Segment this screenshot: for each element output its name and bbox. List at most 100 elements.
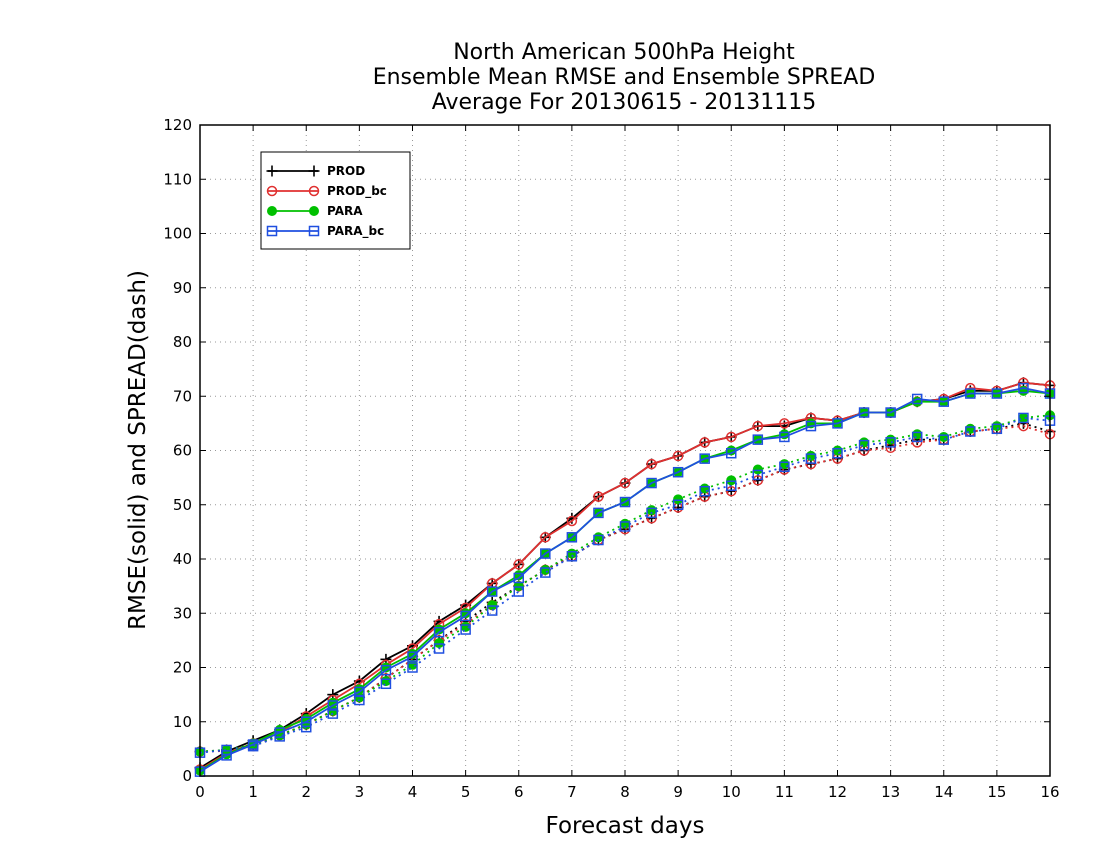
legend-label: PROD <box>327 164 365 178</box>
data-point <box>513 559 524 570</box>
data-point <box>832 418 843 429</box>
x-tick-label: 3 <box>355 783 365 801</box>
chart-title-line: Average For 20130615 - 20131115 <box>432 90 817 115</box>
y-tick-label: 110 <box>163 170 192 188</box>
data-point <box>460 624 471 635</box>
x-tick-label: 6 <box>514 783 524 801</box>
y-tick-label: 120 <box>163 116 192 134</box>
y-tick-label: 100 <box>163 225 192 243</box>
grid <box>200 125 1050 776</box>
data-point <box>885 434 896 445</box>
data-point <box>593 534 604 546</box>
data-point <box>752 434 764 445</box>
data-point <box>938 434 949 445</box>
legend-marker <box>267 206 277 216</box>
y-tick-label: 0 <box>182 767 192 785</box>
x-tick-label: 15 <box>987 783 1006 801</box>
series-para-bc-spread <box>194 412 1056 758</box>
data-point <box>1018 412 1029 424</box>
data-point <box>619 496 631 508</box>
data-point <box>513 581 524 592</box>
data-point <box>407 662 418 673</box>
legend: PROD PROD_bc PARA PARA_bc <box>260 151 411 250</box>
data-point <box>274 727 285 738</box>
data-point <box>779 461 790 473</box>
data-point <box>540 532 551 543</box>
data-point <box>566 515 578 527</box>
data-point <box>965 426 976 437</box>
x-tick-label: 12 <box>828 783 847 801</box>
data-point <box>911 393 923 405</box>
data-point <box>938 396 949 407</box>
legend-marker <box>266 185 278 197</box>
data-point <box>619 521 631 532</box>
series-prod-bc-rmse <box>194 377 1056 775</box>
data-point <box>327 700 339 711</box>
data-point <box>672 499 684 510</box>
data-point <box>965 388 976 399</box>
legend-label: PARA <box>327 204 363 218</box>
data-point <box>726 475 737 486</box>
data-point <box>540 564 551 575</box>
x-tick-label: 9 <box>673 783 683 801</box>
data-point <box>380 678 392 690</box>
data-point <box>858 439 870 451</box>
x-tick-label: 8 <box>620 783 630 801</box>
y-tick-label: 80 <box>173 333 192 351</box>
data-point <box>911 431 923 443</box>
x-tick-label: 13 <box>881 783 900 801</box>
data-point <box>699 485 710 497</box>
data-point <box>752 474 764 486</box>
data-point <box>247 739 259 750</box>
chart-title-line: Ensemble Mean RMSE and Ensemble SPREAD <box>373 65 876 90</box>
data-point <box>513 572 524 584</box>
data-point <box>672 466 684 478</box>
legend-label: PARA_bc <box>327 224 384 239</box>
data-point <box>433 626 445 638</box>
data-point <box>566 551 578 562</box>
data-point <box>991 388 1003 399</box>
data-point <box>354 694 365 706</box>
data-point <box>699 453 710 464</box>
y-tick-label: 10 <box>173 713 192 731</box>
legend-marker <box>266 165 278 177</box>
data-point <box>699 483 710 494</box>
data-point <box>486 586 498 597</box>
y-tick-label: 70 <box>173 387 192 405</box>
chart-title-line: North American 500hPa Height <box>453 40 795 65</box>
x-tick-label: 4 <box>408 783 418 801</box>
series-para-spread-line <box>199 414 1051 753</box>
data-point <box>805 420 817 432</box>
legend-marker <box>308 165 320 177</box>
y-axis-label: RMSE(solid) and SPREAD(dash) <box>125 270 151 630</box>
x-tick-label: 11 <box>775 783 794 801</box>
legend-item-para-bc: PARA_bc <box>266 224 384 239</box>
data-point <box>726 447 737 459</box>
data-point <box>301 716 312 727</box>
data-point <box>726 480 737 492</box>
data-point <box>938 431 949 442</box>
data-point <box>486 605 498 616</box>
data-point <box>885 437 896 448</box>
legend-marker <box>309 206 319 216</box>
data-point <box>752 469 764 481</box>
data-point <box>646 477 657 489</box>
legend-marker <box>308 225 320 237</box>
data-point <box>433 643 445 654</box>
data-point <box>221 750 232 761</box>
data-point <box>805 453 817 464</box>
data-point <box>726 431 737 443</box>
data-point <box>619 477 631 489</box>
data-point <box>513 586 524 597</box>
y-tick-label: 60 <box>173 442 192 460</box>
data-point <box>593 491 604 502</box>
data-point <box>832 447 843 459</box>
legend-marker <box>266 225 278 237</box>
data-point <box>885 407 896 418</box>
x-tick-label: 10 <box>722 783 741 801</box>
y-tick-label: 90 <box>173 279 192 297</box>
series-para-bc-rmse-line <box>199 387 1051 773</box>
x-tick-label: 5 <box>461 783 471 801</box>
series-para-bc-rmse <box>194 382 1056 777</box>
